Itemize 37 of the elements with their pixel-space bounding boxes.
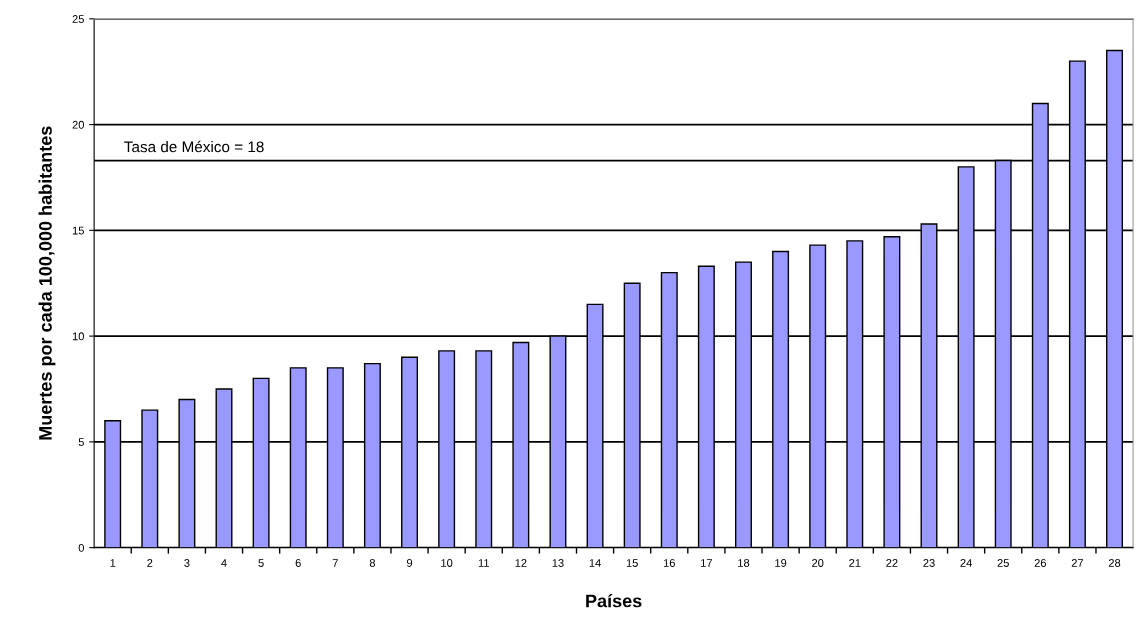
x-axis-title: Países (586, 593, 642, 608)
x-tick-label: 18 (738, 559, 750, 567)
x-tick-label: 23 (923, 559, 935, 567)
x-tick-label: 22 (886, 559, 898, 567)
x-tick-label: 1 (110, 559, 116, 567)
x-tick-label: 14 (589, 559, 601, 567)
y-tick-label: 20 (72, 120, 84, 129)
y-tick-label: 15 (72, 226, 84, 235)
y-tick-label: 5 (78, 438, 84, 446)
ref-line-label: Tasa de México = 18 (124, 140, 264, 153)
x-tick-label: 2 (147, 559, 153, 567)
y-tick-label: 0 (78, 543, 84, 552)
x-tick-label: 24 (960, 559, 972, 567)
x-tick-label: 11 (478, 559, 489, 567)
y-axis-title: Muertes por cada 100,000 habitantes (38, 126, 56, 440)
x-tick-label: 7 (332, 559, 338, 567)
x-tick-label: 20 (812, 559, 824, 567)
x-tick-label: 4 (221, 559, 227, 567)
x-tick-label: 9 (406, 559, 413, 567)
x-tick-label: 28 (1108, 559, 1121, 567)
x-tick-label: 17 (701, 559, 712, 567)
x-tick-label: 15 (626, 559, 638, 567)
x-tick-label: 8 (369, 559, 376, 567)
x-tick-label: 25 (997, 559, 1009, 567)
x-tick-label: 3 (184, 559, 190, 567)
x-tick-label: 16 (663, 559, 675, 567)
x-tick-label: 12 (515, 559, 527, 567)
x-tick-label: 10 (441, 559, 453, 567)
x-tick-label: 13 (552, 559, 564, 567)
y-tick-label: 25 (72, 15, 84, 23)
x-tick-label: 27 (1071, 559, 1084, 567)
x-tick-label: 19 (775, 559, 787, 567)
x-tick-label: 5 (258, 559, 264, 567)
y-tick-label: 10 (72, 332, 84, 341)
x-tick-label: 26 (1034, 559, 1047, 567)
x-tick-label: 6 (295, 559, 301, 567)
x-tick-label: 21 (849, 559, 861, 567)
